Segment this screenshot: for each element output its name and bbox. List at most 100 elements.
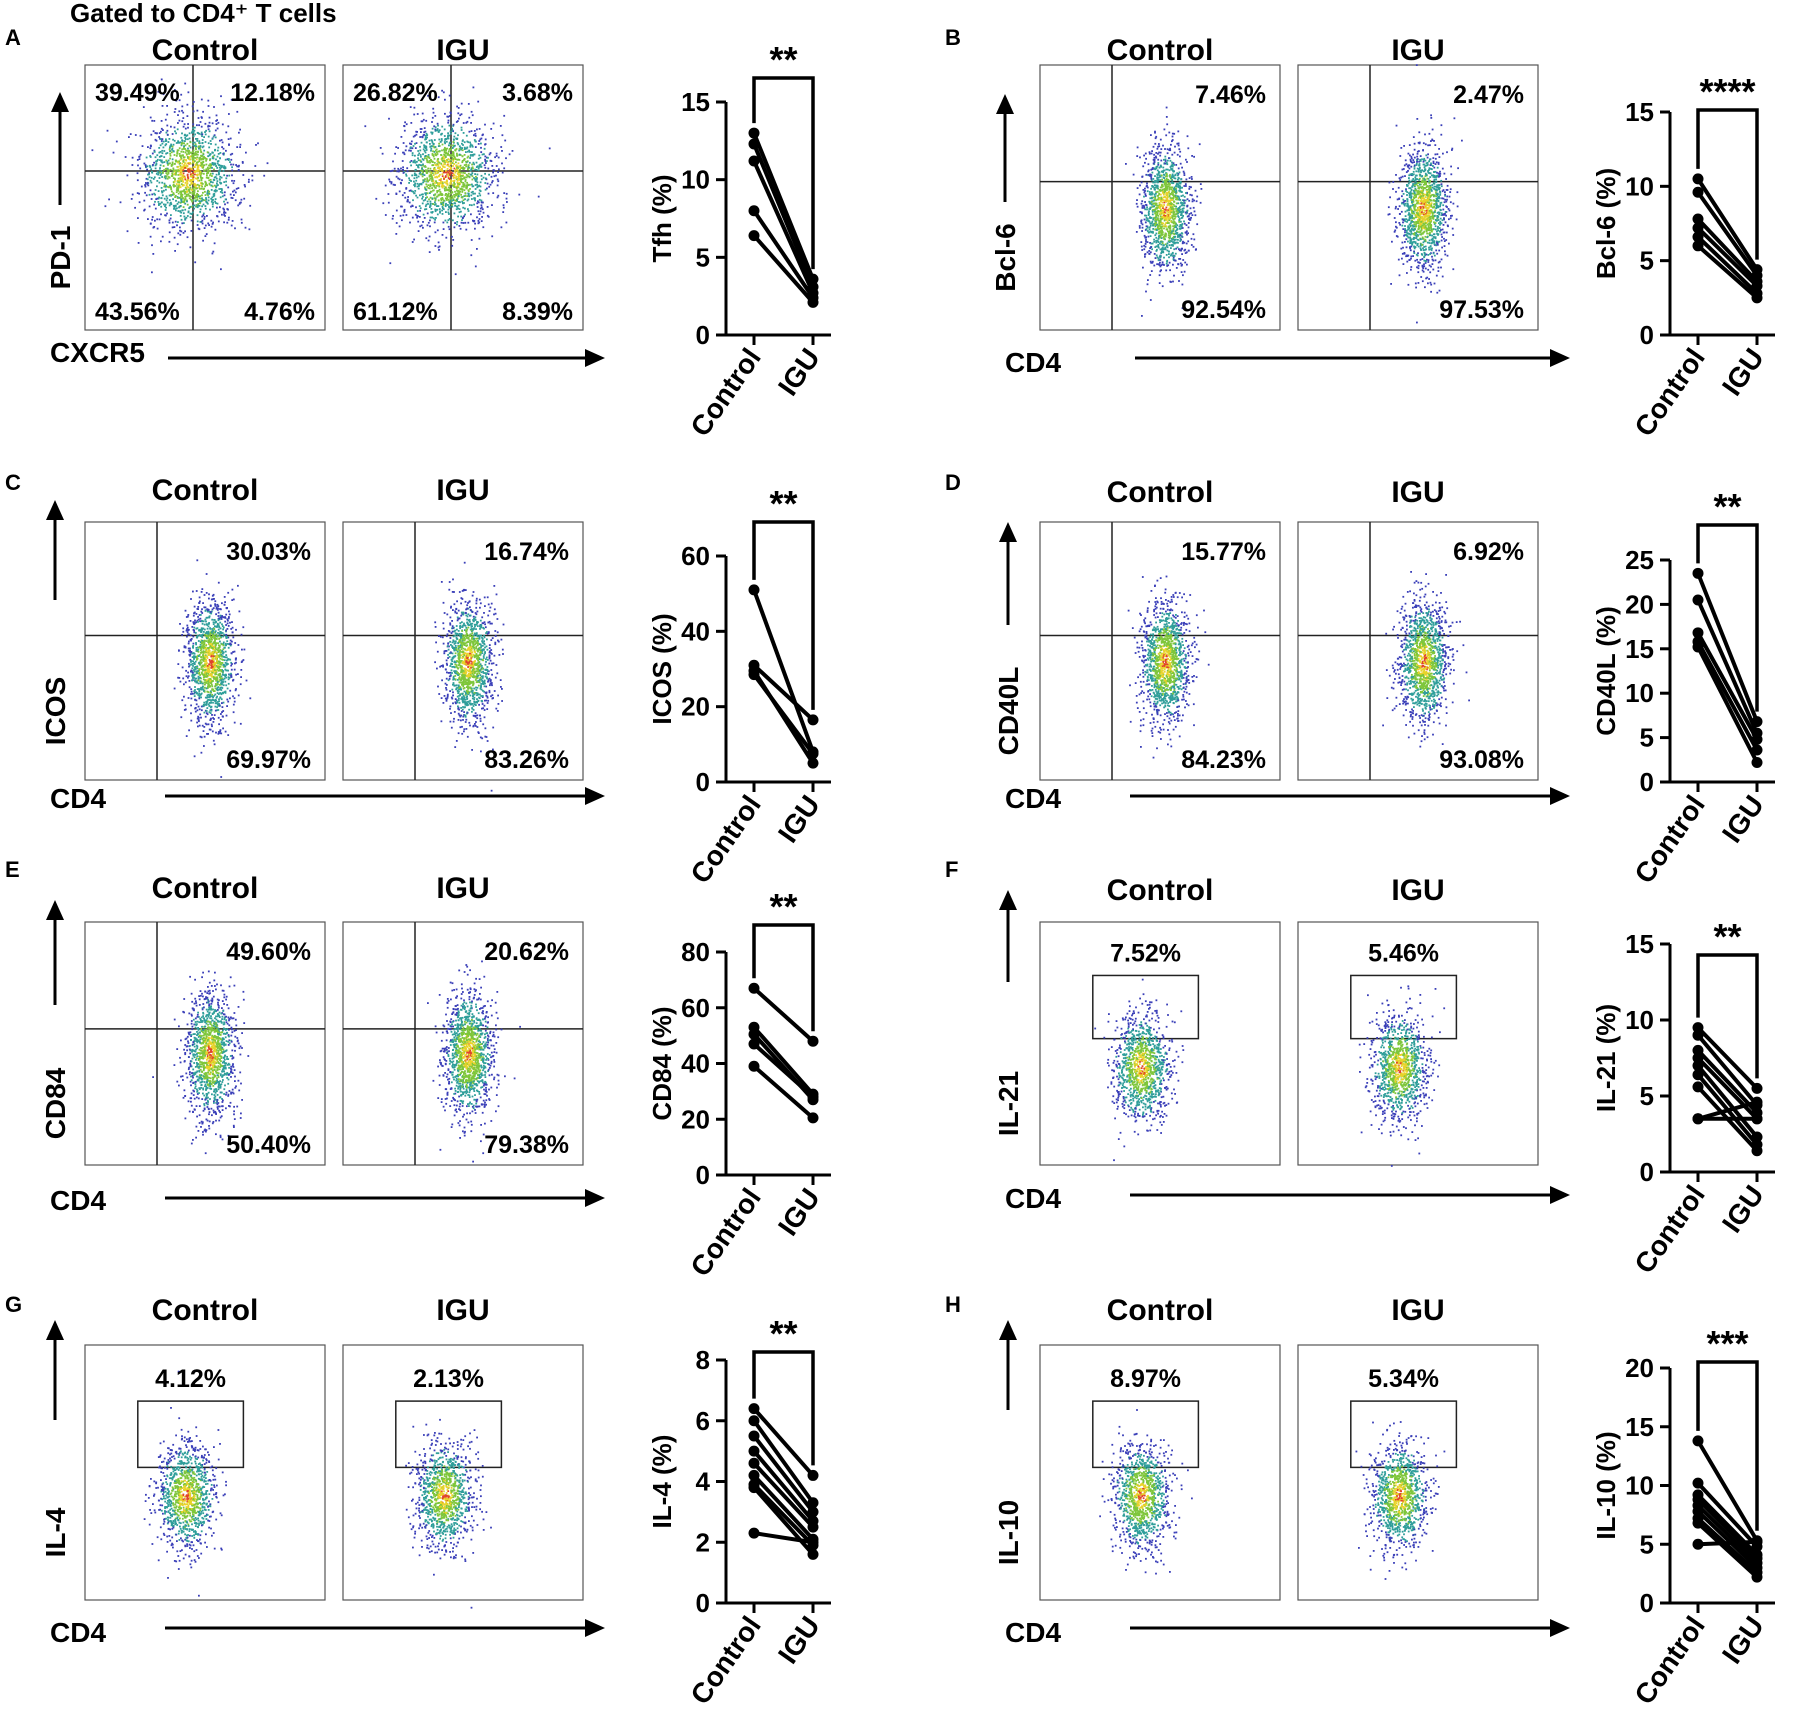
event-dot <box>413 106 416 109</box>
event-dot <box>174 220 177 223</box>
event-dot <box>1169 227 1172 230</box>
event-dot <box>441 168 443 170</box>
quadrant-ur-pct: 12.18% <box>230 79 315 107</box>
event-dot <box>158 172 160 174</box>
event-dot <box>468 176 471 179</box>
event-dot <box>206 174 208 177</box>
event-dot <box>1423 209 1426 212</box>
event-dot <box>1419 186 1421 189</box>
event-dot <box>408 182 410 184</box>
event-dot <box>191 129 194 132</box>
event-dot <box>170 165 173 167</box>
event-dot <box>452 153 455 155</box>
event-dot <box>1171 206 1174 208</box>
event-dot <box>1148 252 1151 255</box>
event-dot <box>1176 211 1179 214</box>
event-dot <box>1154 195 1156 198</box>
event-dot <box>1154 130 1156 133</box>
event-dot <box>448 148 451 150</box>
event-dot <box>104 205 107 208</box>
event-dot <box>175 160 177 163</box>
event-dot <box>161 152 164 155</box>
event-dot <box>1428 215 1431 218</box>
event-dot <box>1166 217 1169 219</box>
event-dot <box>1417 220 1420 222</box>
event-dot <box>212 157 215 160</box>
event-dot <box>417 230 420 232</box>
event-dot <box>179 205 182 207</box>
event-dot <box>1407 228 1409 231</box>
event-dot <box>411 147 414 150</box>
event-dot <box>440 199 443 201</box>
event-dot <box>1179 233 1182 236</box>
event-dot <box>1158 225 1161 227</box>
pair-line <box>752 160 815 294</box>
event-dot <box>424 205 427 208</box>
event-dot <box>149 179 152 182</box>
event-dot <box>452 141 455 143</box>
event-dot <box>469 157 471 159</box>
event-dot <box>197 195 200 198</box>
event-dot <box>166 168 168 171</box>
event-dot <box>1144 193 1147 196</box>
event-dot <box>236 146 239 148</box>
event-dot <box>210 197 213 200</box>
event-dot <box>168 186 170 189</box>
event-dot <box>487 167 490 170</box>
event-dot <box>1157 197 1160 199</box>
event-dot <box>480 146 482 149</box>
event-dot <box>444 112 446 115</box>
event-dot <box>444 186 447 189</box>
event-dot <box>189 180 191 183</box>
event-dot <box>491 204 493 206</box>
event-dot <box>1176 153 1179 156</box>
event-dot <box>144 191 146 194</box>
event-dot <box>1435 249 1438 252</box>
event-dot <box>1166 228 1169 231</box>
event-dot <box>427 154 430 156</box>
event-dot <box>171 148 173 151</box>
event-dot <box>467 150 469 153</box>
event-dot <box>180 156 182 159</box>
event-dot <box>1402 263 1405 265</box>
event-dot <box>211 205 214 208</box>
event-dot <box>1408 196 1411 198</box>
event-dot <box>1419 222 1422 225</box>
event-dot <box>438 130 440 133</box>
event-dot <box>443 185 445 187</box>
event-dot <box>1418 221 1421 223</box>
event-dot <box>1170 232 1173 235</box>
event-dot <box>442 155 445 158</box>
event-dot <box>457 165 460 168</box>
event-dot <box>479 156 482 159</box>
event-dot <box>441 157 444 159</box>
event-dot <box>197 204 199 207</box>
event-dot <box>447 158 450 160</box>
event-dot <box>421 112 424 115</box>
event-dot <box>1424 286 1426 289</box>
event-dot <box>237 204 240 207</box>
event-dot <box>1173 242 1176 245</box>
event-dot <box>437 150 440 153</box>
event-dot <box>174 250 176 252</box>
event-dot <box>1147 163 1150 166</box>
event-dot <box>492 137 494 139</box>
event-dot <box>164 209 167 211</box>
event-dot <box>196 199 199 201</box>
event-dot <box>464 179 467 181</box>
event-dot <box>432 155 435 158</box>
event-dot <box>206 166 209 169</box>
event-dot <box>156 218 159 221</box>
event-dot <box>470 254 473 257</box>
event-dot <box>1160 204 1163 207</box>
event-dot <box>1165 178 1168 180</box>
event-dot <box>480 178 483 181</box>
event-dot <box>1156 184 1159 187</box>
x-axis-arrow-head <box>585 349 605 367</box>
event-dot <box>1157 174 1159 176</box>
event-dot <box>1177 241 1179 244</box>
event-dot <box>422 153 424 156</box>
event-dot <box>1426 212 1429 215</box>
event-dot <box>1159 151 1162 154</box>
event-dot <box>192 131 195 134</box>
